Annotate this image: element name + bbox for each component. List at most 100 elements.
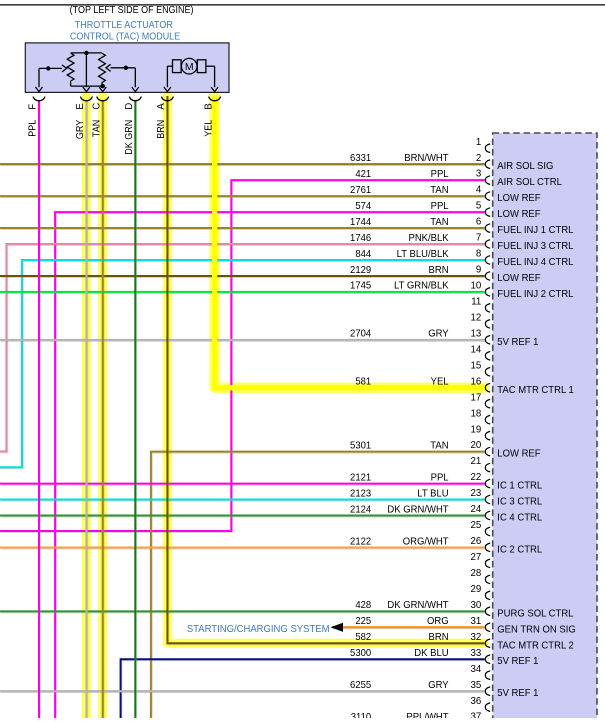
- svg-text:FUEL INJ 3 CTRL: FUEL INJ 3 CTRL: [497, 241, 574, 252]
- svg-text:16: 16: [471, 376, 482, 387]
- svg-text:3: 3: [476, 169, 482, 180]
- svg-text:844: 844: [355, 249, 371, 260]
- svg-text:DK GRN: DK GRN: [124, 120, 136, 155]
- svg-text:PPL: PPL: [431, 169, 450, 180]
- svg-text:TAN: TAN: [91, 120, 103, 137]
- svg-text:C: C: [91, 103, 102, 110]
- svg-text:19: 19: [471, 424, 482, 435]
- svg-text:BRN: BRN: [156, 120, 168, 139]
- svg-text:LT GRN/BLK: LT GRN/BLK: [394, 281, 449, 292]
- svg-text:3110: 3110: [351, 712, 372, 718]
- svg-text:2704: 2704: [350, 328, 372, 339]
- svg-text:GRY: GRY: [428, 680, 449, 691]
- svg-text:21: 21: [471, 456, 482, 467]
- svg-text:E: E: [75, 103, 86, 110]
- svg-text:DK GRN/WHT: DK GRN/WHT: [387, 504, 448, 515]
- svg-text:5V REF 1: 5V REF 1: [497, 337, 538, 348]
- svg-text:10: 10: [471, 280, 482, 291]
- svg-text:14: 14: [471, 344, 482, 355]
- svg-text:F: F: [27, 104, 38, 110]
- svg-text:30: 30: [471, 600, 482, 611]
- svg-text:AIR SOL SIG: AIR SOL SIG: [497, 161, 553, 172]
- svg-text:574: 574: [355, 201, 371, 212]
- svg-text:FUEL INJ 4 CTRL: FUEL INJ 4 CTRL: [497, 257, 574, 268]
- svg-text:AIR SOL CTRL: AIR SOL CTRL: [497, 177, 562, 188]
- svg-text:8: 8: [476, 248, 482, 259]
- svg-text:IC 3 CTRL: IC 3 CTRL: [497, 496, 542, 507]
- svg-text:5V REF 1: 5V REF 1: [497, 688, 538, 699]
- svg-text:2121: 2121: [350, 472, 371, 483]
- svg-text:LOW REF: LOW REF: [497, 448, 540, 459]
- svg-text:LOW REF: LOW REF: [497, 273, 540, 284]
- svg-text:1744: 1744: [350, 217, 372, 228]
- svg-text:THROTTLE ACTUATOR: THROTTLE ACTUATOR: [75, 20, 173, 32]
- svg-text:5V REF 1: 5V REF 1: [497, 656, 538, 667]
- svg-text:6331: 6331: [350, 153, 371, 164]
- svg-text:B: B: [203, 103, 214, 109]
- svg-text:29: 29: [471, 584, 482, 595]
- svg-text:33: 33: [471, 648, 482, 659]
- svg-text:A: A: [156, 103, 167, 110]
- svg-text:FUEL INJ 2 CTRL: FUEL INJ 2 CTRL: [497, 289, 574, 300]
- svg-text:25: 25: [471, 520, 482, 531]
- svg-text:STARTING/CHARGING SYSTEM: STARTING/CHARGING SYSTEM: [187, 624, 330, 635]
- svg-text:2123: 2123: [350, 488, 371, 499]
- svg-text:TAN: TAN: [430, 217, 448, 228]
- svg-text:DK BLU: DK BLU: [414, 648, 448, 659]
- svg-text:24: 24: [471, 504, 482, 515]
- svg-text:428: 428: [355, 600, 371, 611]
- svg-text:15: 15: [471, 360, 482, 371]
- svg-text:18: 18: [471, 408, 482, 419]
- svg-text:11: 11: [471, 296, 481, 307]
- svg-text:LT BLU: LT BLU: [417, 488, 448, 499]
- svg-text:1746: 1746: [350, 233, 371, 244]
- svg-text:12: 12: [471, 312, 482, 323]
- svg-text:581: 581: [355, 376, 371, 387]
- svg-text:32: 32: [471, 632, 482, 643]
- svg-text:CONTROL (TAC) MODULE: CONTROL (TAC) MODULE: [70, 31, 180, 43]
- svg-text:TAN: TAN: [430, 440, 448, 451]
- svg-text:27: 27: [471, 552, 482, 563]
- svg-text:23: 23: [471, 488, 482, 499]
- svg-text:LOW REF: LOW REF: [497, 193, 540, 204]
- svg-text:BRN/WHT: BRN/WHT: [404, 153, 448, 164]
- svg-text:GEN TRN ON SIG: GEN TRN ON SIG: [497, 624, 575, 635]
- svg-text:ORG/WHT: ORG/WHT: [403, 536, 449, 547]
- svg-text:5300: 5300: [350, 648, 372, 659]
- svg-text:PPL: PPL: [431, 201, 450, 212]
- svg-text:34: 34: [471, 664, 482, 675]
- svg-text:IC 1 CTRL: IC 1 CTRL: [497, 480, 542, 491]
- svg-text:PNK/BLK: PNK/BLK: [408, 233, 449, 244]
- svg-text:LT BLU/BLK: LT BLU/BLK: [397, 249, 449, 260]
- svg-text:35: 35: [471, 680, 482, 691]
- svg-text:M: M: [185, 61, 194, 73]
- svg-text:2122: 2122: [350, 536, 371, 547]
- svg-text:13: 13: [471, 328, 482, 339]
- svg-text:20: 20: [471, 440, 482, 451]
- svg-text:17: 17: [471, 392, 482, 403]
- svg-text:36: 36: [471, 696, 482, 707]
- svg-text:31: 31: [471, 616, 482, 627]
- svg-text:4: 4: [476, 185, 482, 196]
- svg-text:ORG: ORG: [427, 616, 449, 627]
- svg-text:2129: 2129: [350, 265, 371, 276]
- svg-text:1: 1: [476, 137, 481, 148]
- svg-text:TAC MTR CTRL 1: TAC MTR CTRL 1: [497, 385, 574, 396]
- svg-text:6: 6: [476, 217, 482, 228]
- svg-text:2761: 2761: [350, 185, 371, 196]
- svg-text:PPL: PPL: [431, 472, 450, 483]
- svg-text:5301: 5301: [350, 440, 371, 451]
- svg-text:5: 5: [476, 201, 482, 212]
- svg-text:PPL/WHT: PPL/WHT: [406, 712, 448, 718]
- svg-text:D: D: [124, 103, 135, 110]
- svg-text:PURG SOL CTRL: PURG SOL CTRL: [497, 608, 574, 619]
- svg-text:421: 421: [355, 169, 371, 180]
- svg-text:28: 28: [471, 568, 482, 579]
- svg-text:IC 4 CTRL: IC 4 CTRL: [497, 512, 542, 523]
- svg-text:6255: 6255: [350, 680, 372, 691]
- svg-text:37: 37: [471, 712, 482, 718]
- svg-text:TAC MTR CTRL 2: TAC MTR CTRL 2: [497, 640, 574, 651]
- svg-text:YEL: YEL: [431, 376, 450, 387]
- svg-text:BRN: BRN: [429, 265, 449, 276]
- svg-text:TAN: TAN: [430, 185, 448, 196]
